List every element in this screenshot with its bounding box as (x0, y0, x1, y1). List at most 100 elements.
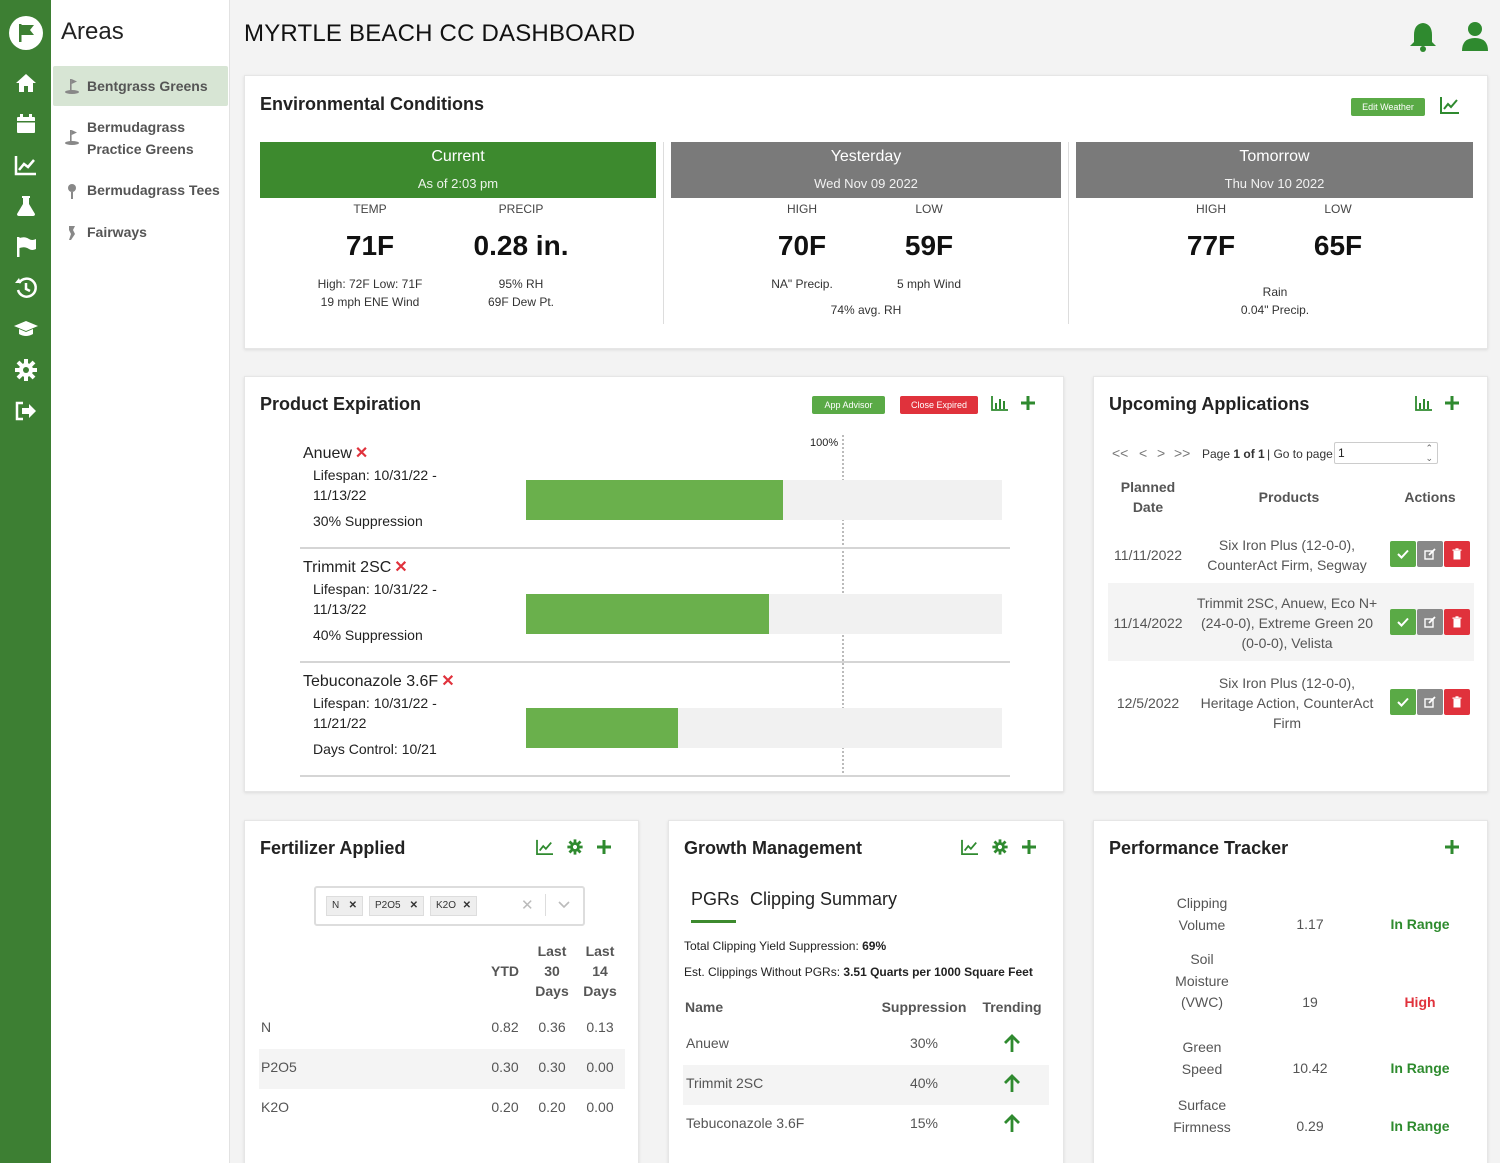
history-icon[interactable] (13, 275, 39, 301)
sign-out-icon[interactable] (13, 398, 39, 424)
yesterday-title: Yesterday (830, 148, 902, 165)
chart-line-icon[interactable] (13, 152, 39, 178)
edit-button[interactable] (1417, 609, 1443, 635)
product-name: Tebuconazole 3.6F ✕ (303, 671, 455, 691)
bar-chart-icon[interactable] (991, 395, 1009, 411)
delete-button[interactable] (1444, 689, 1470, 715)
label: Total Clipping Yield Suppression: (684, 939, 863, 953)
left-rail (0, 0, 51, 1163)
edit-icon (1424, 548, 1436, 560)
current-rh: 95% RH (498, 277, 544, 291)
close-expired-button[interactable]: Close Expired (900, 396, 978, 414)
metric-label: Soil Moisture (VWC) (1150, 949, 1254, 1014)
product-lifespan-end: 11/21/22 (313, 715, 367, 731)
high-label: HIGH (1196, 202, 1226, 216)
tag-remove-icon[interactable]: ✕ (348, 900, 357, 911)
first-page-button[interactable]: << (1112, 445, 1129, 461)
product-lifespan-end: 11/13/22 (313, 601, 367, 617)
delete-button[interactable] (1444, 541, 1470, 567)
card-title: Product Expiration (260, 394, 422, 414)
product-metric: 30% Suppression (313, 513, 423, 529)
graduation-cap-icon[interactable] (13, 316, 39, 342)
remove-product-icon[interactable]: ✕ (354, 445, 369, 462)
bell-icon[interactable] (1408, 20, 1438, 52)
tomorrow-condition: Rain (1262, 285, 1288, 299)
delete-button[interactable] (1444, 609, 1470, 635)
last-14-days-value: 0.00 (586, 1059, 614, 1075)
planned-date: 11/11/2022 (1114, 547, 1182, 563)
home-icon[interactable] (13, 70, 39, 96)
divider (300, 661, 1010, 663)
bar-chart-icon[interactable] (1415, 395, 1433, 411)
metric-status: In Range (1390, 1060, 1450, 1076)
environmental-conditions-card: Environmental Conditions Edit Weather Cu… (244, 75, 1488, 349)
gear-icon[interactable] (13, 357, 39, 383)
trash-icon (1452, 548, 1462, 560)
area-item-bermudagrass-tees[interactable]: Bermudagrass Tees (53, 180, 228, 202)
tab-pgrs[interactable]: PGRs (691, 889, 740, 909)
page-of: of (1240, 447, 1259, 461)
nutrient-name: K2O (261, 1099, 290, 1115)
tag-remove-icon[interactable]: ✕ (462, 900, 471, 911)
product-name-text: Trimmit 2SC (303, 559, 392, 576)
edit-weather-button[interactable]: Edit Weather (1351, 98, 1425, 116)
approve-button[interactable] (1390, 689, 1416, 715)
clear-icon[interactable]: ✕ (521, 897, 534, 914)
products-line: (24-0-0), Extreme Green 20 (1201, 615, 1373, 631)
plus-icon[interactable] (1444, 839, 1460, 855)
current-wind: 19 mph ENE Wind (320, 295, 420, 309)
plus-icon[interactable] (1444, 395, 1460, 411)
area-item-bentgrass-greens[interactable]: Bentgrass Greens (53, 66, 228, 106)
calendar-icon[interactable] (13, 111, 39, 137)
column-header-planned-date: Planned Date (1108, 477, 1188, 517)
go-to-page-input[interactable]: 1 ⌃ ⌄ (1334, 442, 1438, 464)
flask-icon[interactable] (13, 193, 39, 219)
area-item-bermudagrass-practice-greens[interactable]: Bermudagrass Practice Greens (53, 117, 228, 161)
next-page-button[interactable]: > (1157, 445, 1166, 461)
temp-label: TEMP (353, 202, 387, 216)
tab-clipping-summary[interactable]: Clipping Summary (750, 889, 898, 909)
edit-button[interactable] (1417, 689, 1443, 715)
area-item-fairways[interactable]: Fairways (53, 222, 228, 244)
current-dew-point: 69F Dew Pt. (487, 295, 555, 309)
chart-line-icon[interactable] (536, 839, 554, 855)
total-clipping-yield-suppression: Total Clipping Yield Suppression: 69% (684, 939, 886, 953)
fairway-icon (69, 226, 75, 240)
stepper-icon[interactable]: ⌃ ⌄ (1425, 443, 1433, 463)
value: 69% (862, 939, 887, 953)
metric-label-line: Moisture (1175, 972, 1229, 989)
check-icon (1397, 617, 1409, 627)
logo[interactable] (9, 16, 43, 50)
gear-icon[interactable] (566, 838, 584, 856)
remove-product-icon[interactable]: ✕ (394, 559, 408, 576)
prev-page-button[interactable]: < (1139, 445, 1148, 461)
header-line: Days (535, 983, 569, 999)
metric-label-line: Volume (1178, 916, 1226, 933)
plus-icon[interactable] (596, 839, 612, 855)
page-text: Page (1202, 447, 1234, 461)
gear-icon[interactable] (991, 838, 1009, 856)
plus-icon[interactable] (1020, 395, 1036, 411)
remove-product-icon[interactable]: ✕ (441, 673, 455, 690)
last-page-button[interactable]: >> (1174, 445, 1191, 461)
plus-icon[interactable] (1021, 839, 1037, 855)
edit-button[interactable] (1417, 541, 1443, 567)
row-background (259, 1049, 625, 1089)
tag-k2o: K2O ✕ (430, 896, 477, 916)
tag-remove-icon[interactable]: ✕ (409, 900, 418, 911)
user-icon[interactable] (1460, 20, 1490, 52)
metric-label-line: Clipping (1176, 895, 1228, 911)
card-title: Environmental Conditions (260, 94, 485, 114)
chart-line-icon[interactable] (1440, 96, 1460, 114)
chevron-down-icon[interactable] (558, 901, 570, 909)
approve-button[interactable] (1390, 609, 1416, 635)
flag-icon[interactable] (13, 234, 39, 260)
column-header-name: Name (685, 999, 724, 1015)
suppression-value: 15% (909, 1115, 939, 1131)
nutrient-multiselect[interactable]: N ✕ P2O5 ✕ K2O ✕ ✕ (314, 886, 585, 926)
approve-button[interactable] (1390, 541, 1416, 567)
app-advisor-button[interactable]: App Advisor (812, 396, 885, 414)
chart-line-icon[interactable] (961, 839, 979, 855)
divider (1068, 142, 1069, 324)
yesterday-rh: 74% avg. RH (830, 303, 902, 317)
